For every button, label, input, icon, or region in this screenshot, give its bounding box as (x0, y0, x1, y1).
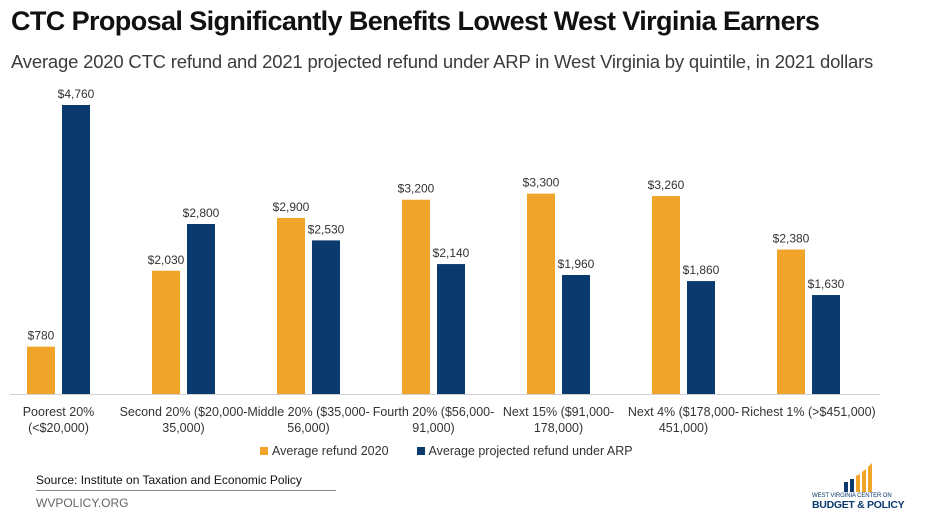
data-label: $2,140 (433, 246, 470, 260)
source-divider (36, 490, 336, 491)
data-label: $2,380 (773, 232, 810, 246)
x-tick-label: 451,000) (659, 421, 708, 435)
chart-title: CTC Proposal Significantly Benefits Lowe… (11, 6, 820, 36)
x-tick-label: 56,000) (287, 421, 329, 435)
bar-arp (562, 275, 590, 394)
chart-subtitle: Average 2020 CTC refund and 2021 project… (11, 51, 874, 72)
bar-2020 (277, 217, 305, 394)
x-tick-label: Next 4% ($178,000- (628, 405, 739, 419)
data-label: $2,530 (308, 222, 345, 236)
x-tick-label: Fourth 20% ($56,000- (373, 405, 495, 419)
data-label: $780 (28, 329, 55, 343)
wvcbp-logo: WEST VIRGINIA CENTER ON BUDGET & POLICY (812, 462, 912, 512)
x-tick-label: 91,000) (412, 421, 454, 435)
bar-arp (437, 264, 465, 394)
legend-label-arp: Average projected refund under ARP (428, 444, 633, 458)
logo-text-line1: WEST VIRGINIA CENTER ON (812, 493, 892, 499)
bar-2020 (402, 199, 430, 394)
legend-swatch-2020 (260, 447, 268, 455)
legend-item-2020: Average refund 2020 (260, 444, 389, 458)
data-label: $3,200 (398, 182, 435, 196)
bar-2020 (527, 193, 555, 394)
data-label: $3,300 (523, 176, 560, 190)
bar-arp (687, 281, 715, 394)
data-label: $2,900 (273, 200, 310, 214)
website-link[interactable]: WVPOLICY.ORG (36, 496, 129, 510)
data-label: $1,630 (808, 277, 845, 291)
bar-arp (187, 224, 215, 394)
bar-2020 (777, 249, 805, 394)
data-label: $3,260 (648, 178, 685, 192)
bar-2020 (27, 346, 55, 394)
data-label: $1,860 (683, 263, 720, 277)
legend-label-2020: Average refund 2020 (272, 444, 389, 458)
data-label: $4,760 (58, 87, 95, 101)
x-tick-label: Second 20% ($20,000- (120, 405, 248, 419)
data-label: $2,800 (183, 206, 220, 220)
x-tick-label: 35,000) (162, 421, 204, 435)
logo-text-line2: BUDGET & POLICY (812, 499, 905, 511)
bar-2020 (652, 196, 680, 394)
labels-layer: $780 $4,760 Poorest 20% (<$20,000) $2,030 $2,… (23, 87, 876, 435)
source-note: Source: Institute on Taxation and Econom… (36, 473, 302, 487)
bars-layer (27, 105, 840, 394)
legend-item-arp: Average projected refund under ARP (416, 444, 633, 458)
data-label: $2,030 (148, 253, 185, 267)
bar-arp (62, 105, 90, 394)
x-tick-label: 178,000) (534, 421, 583, 435)
bar-2020 (152, 270, 180, 394)
bar-arp (312, 240, 340, 394)
bar-arp (812, 295, 840, 394)
x-tick-label: Next 15% ($91,000- (503, 405, 614, 419)
x-tick-label: Richest 1% (>$451,000) (741, 405, 875, 419)
logo-bars-icon (844, 463, 872, 492)
x-tick-label: (<$20,000) (28, 421, 89, 435)
legend-swatch-arp (416, 447, 425, 455)
x-tick-label: Middle 20% ($35,000- (247, 405, 369, 419)
data-label: $1,960 (558, 257, 595, 271)
x-tick-label: Poorest 20% (23, 405, 95, 419)
bar-chart: $780 $4,760 Poorest 20% (<$20,000) $2,030 $2,… (10, 87, 880, 435)
legend: Average refund 2020 Average projected re… (260, 444, 633, 458)
